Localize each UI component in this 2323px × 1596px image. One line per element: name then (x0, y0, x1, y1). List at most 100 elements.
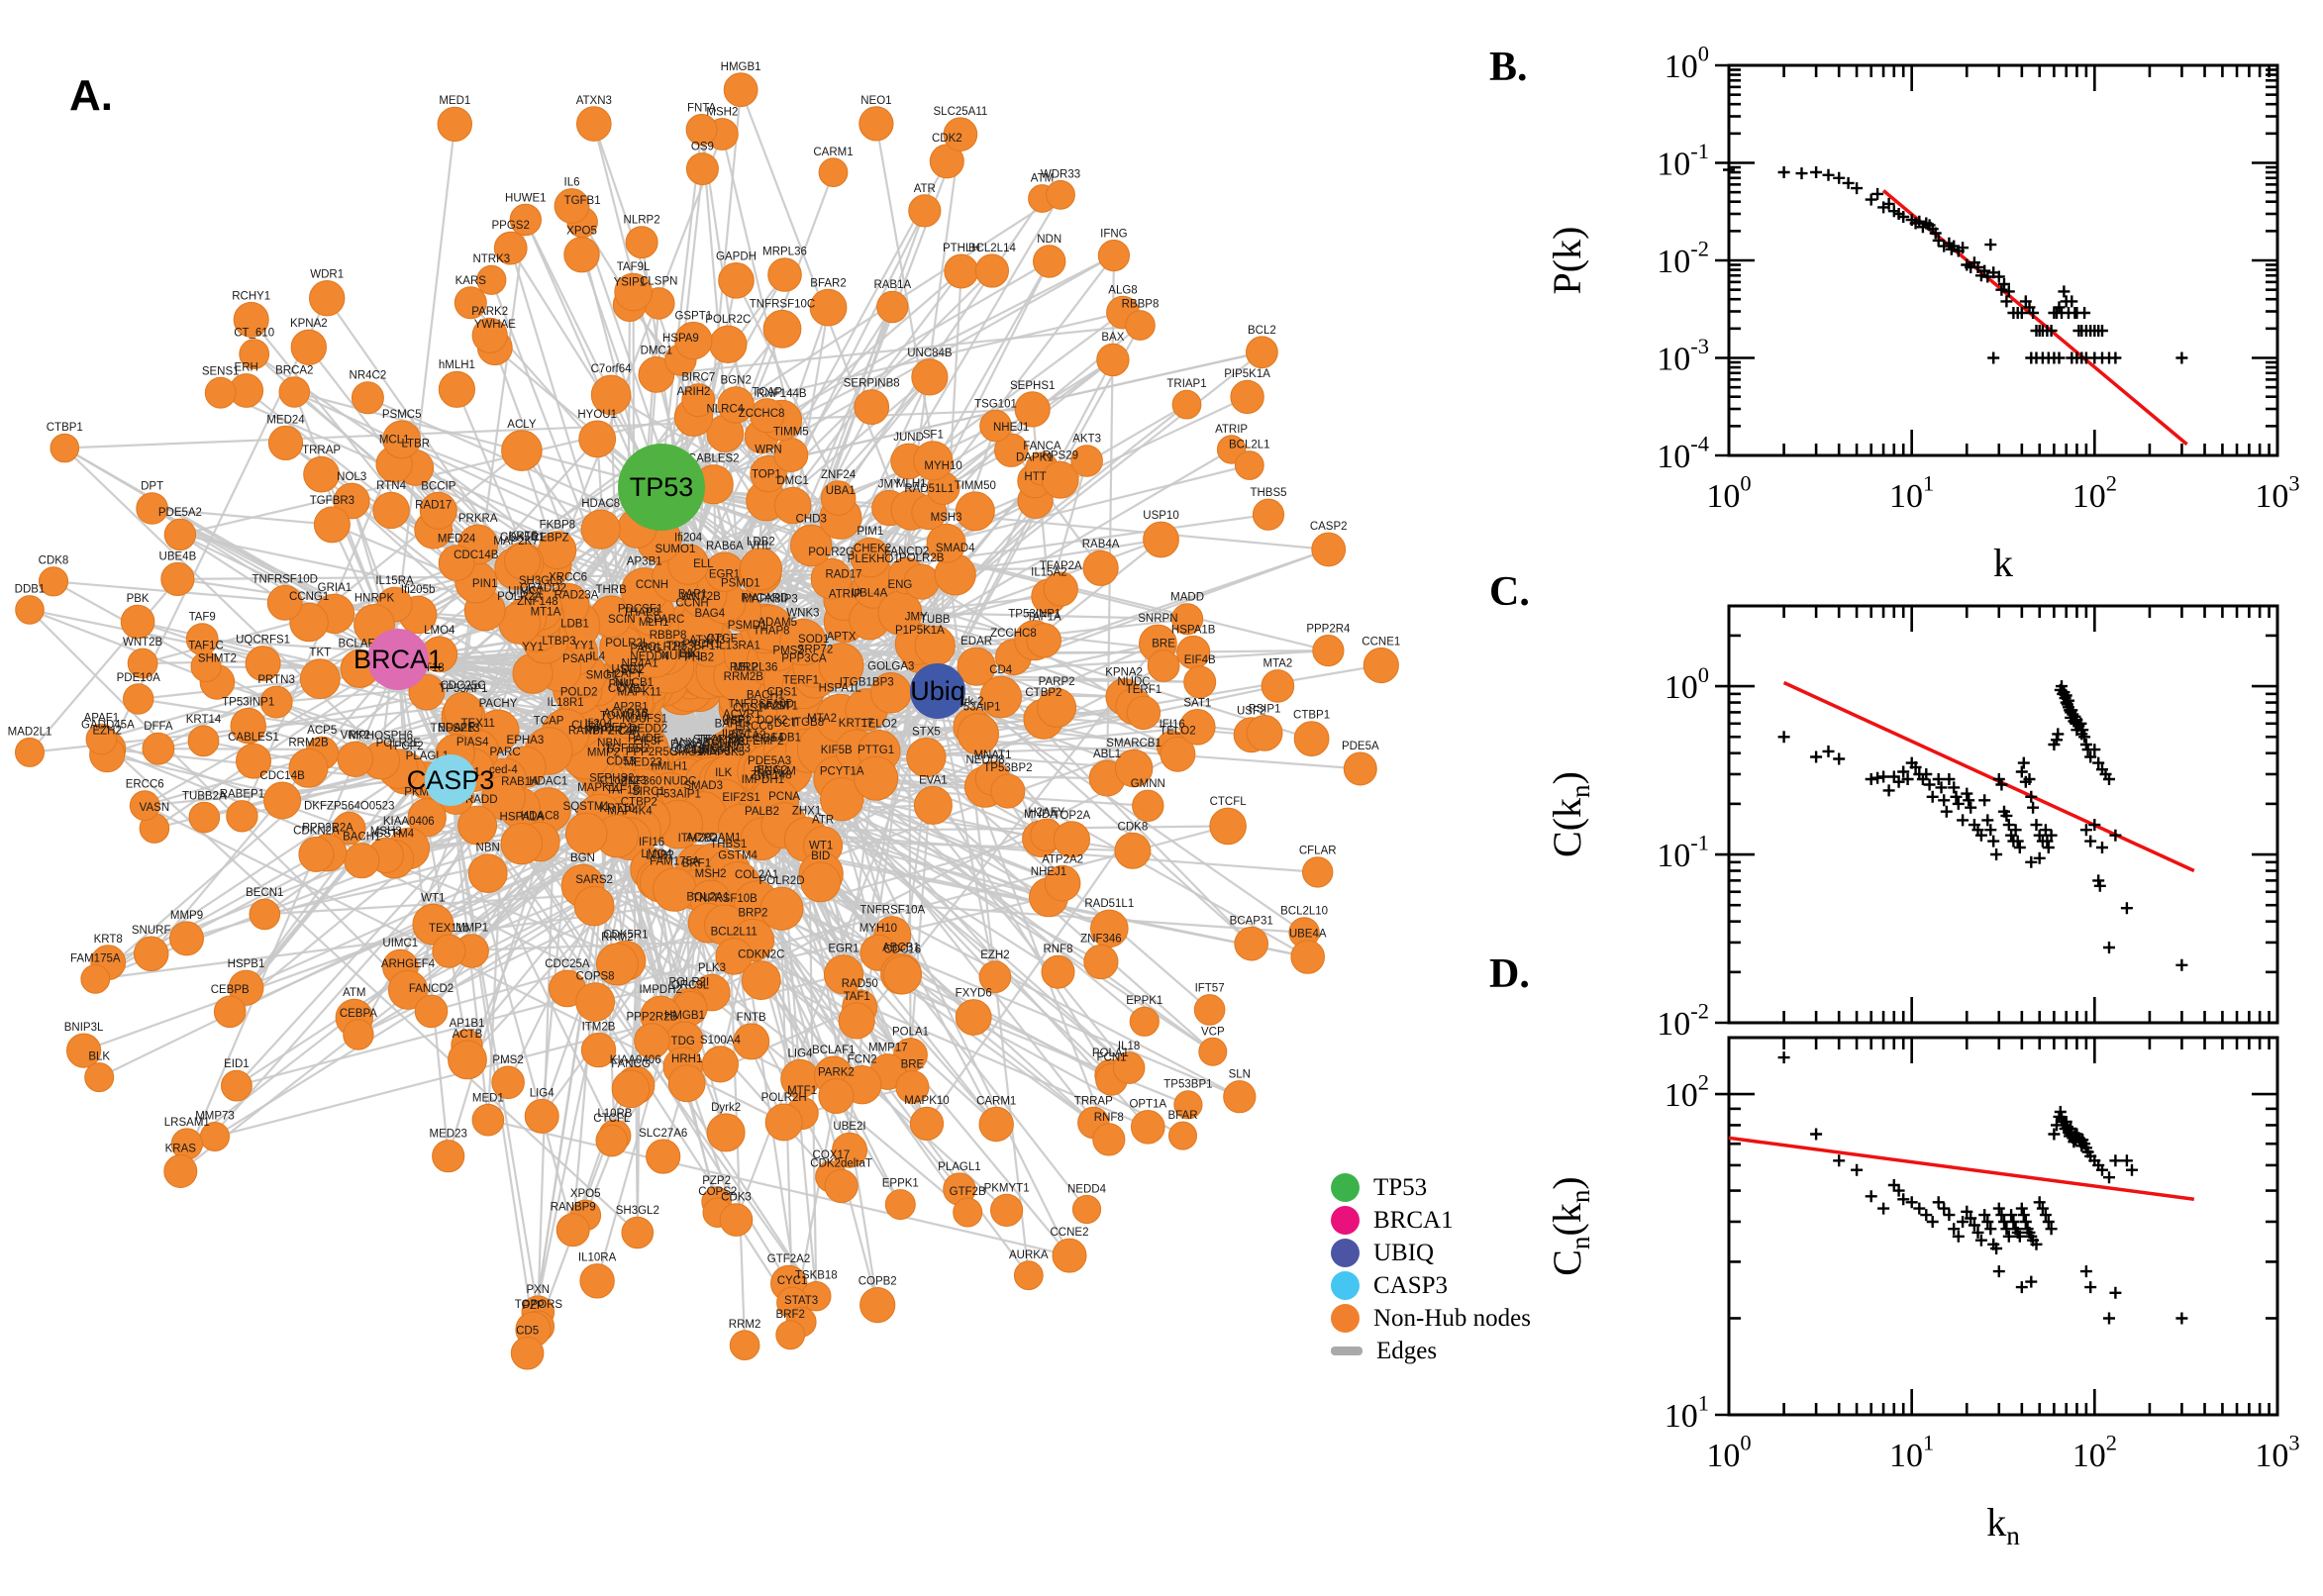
network-node (344, 843, 380, 879)
svg-text:TELO2: TELO2 (1160, 725, 1195, 737)
svg-text:ADAM5: ADAM5 (758, 617, 797, 629)
svg-text:CTBP1: CTBP1 (1293, 710, 1330, 722)
svg-text:BCLAF1: BCLAF1 (812, 1045, 855, 1056)
svg-text:FXYD6: FXYD6 (956, 988, 992, 1000)
svg-text:POLR2E: POLR2E (376, 738, 422, 749)
network-node (717, 386, 755, 424)
svg-text:TAF1A: TAF1A (1027, 612, 1061, 624)
svg-text:ILK: ILK (715, 767, 733, 779)
svg-text:TAF1B: TAF1B (606, 785, 641, 797)
network-node (230, 707, 266, 745)
svg-text:GSTM4: GSTM4 (374, 828, 414, 840)
svg-text:EZH2: EZH2 (92, 726, 121, 738)
svg-text:RAB1A: RAB1A (501, 776, 539, 788)
svg-text:IL6: IL6 (564, 177, 580, 189)
svg-text:FANCG: FANCG (611, 1058, 651, 1070)
svg-text:HNRPK: HNRPK (354, 593, 395, 605)
network-node (701, 1046, 740, 1083)
svg-text:TNFRSF10A: TNFRSF10A (859, 905, 925, 917)
network-node (249, 898, 281, 931)
svg-text:BGN2: BGN2 (721, 375, 752, 387)
svg-text:A2M: A2M (765, 701, 789, 713)
svg-text:BLK: BLK (88, 1051, 110, 1063)
network-node (944, 253, 979, 289)
svg-text:ERCC6: ERCC6 (735, 721, 773, 733)
network-node-labels: PHB2NUFIP1BIKBAP1USP2STK4HIF1ANXA3ACVR1N… (8, 61, 1401, 1338)
svg-text:TNFRSF10B: TNFRSF10B (692, 893, 758, 905)
svg-text:PHB2: PHB2 (684, 652, 714, 664)
svg-text:ZNF346: ZNF346 (1080, 933, 1122, 945)
svg-text:ARHGEF4: ARHGEF4 (381, 958, 436, 970)
network-node (858, 106, 894, 142)
network-node (481, 775, 526, 821)
svg-text:RRM2: RRM2 (729, 1319, 761, 1331)
svg-text:XRCC6: XRCC6 (549, 571, 587, 583)
svg-text:MED24: MED24 (266, 414, 305, 426)
svg-text:PSMD1: PSMD1 (721, 578, 760, 590)
svg-text:TIMM5: TIMM5 (773, 427, 809, 439)
plot-panel-C (1715, 604, 2279, 1025)
network-node (1083, 944, 1119, 980)
svg-text:TAF9L: TAF9L (617, 261, 651, 273)
network-node (1132, 789, 1164, 822)
x-tick-label-D: 100 (1706, 1431, 1751, 1474)
svg-text:POLD2: POLD2 (560, 686, 598, 698)
svg-text:THAP8: THAP8 (753, 626, 789, 638)
network-node (554, 188, 590, 224)
network-node (414, 994, 449, 1029)
svg-text:COPB2: COPB2 (858, 1276, 897, 1288)
svg-text:OS9: OS9 (691, 142, 714, 153)
svg-text:IL10RA: IL10RA (578, 1252, 617, 1264)
svg-text:SMAD3: SMAD3 (683, 780, 723, 792)
svg-text:DBF4: DBF4 (755, 733, 784, 745)
svg-text:CTBP2: CTBP2 (1025, 687, 1061, 699)
network-node (809, 288, 848, 327)
network-node (1043, 571, 1078, 607)
svg-text:CCNH: CCNH (675, 598, 708, 610)
svg-text:STAT3: STAT3 (784, 1295, 818, 1307)
svg-text:NEO1: NEO1 (860, 95, 891, 107)
svg-text:POLR2H: POLR2H (761, 1092, 807, 1104)
svg-text:TNFRSF10D: TNFRSF10D (728, 699, 793, 711)
svg-text:CEBPA: CEBPA (340, 1008, 377, 1020)
svg-text:BACH1: BACH1 (343, 832, 380, 844)
svg-text:BCL2L1: BCL2L1 (1229, 440, 1270, 451)
svg-text:JUND: JUND (893, 432, 924, 444)
svg-text:MTA2: MTA2 (1262, 658, 1292, 670)
network-node (906, 737, 947, 778)
legend-label: CASP3 (1373, 1271, 1449, 1299)
panel-b-label: B. (1489, 45, 1528, 90)
network-node (634, 1023, 670, 1059)
svg-text:HDAC8: HDAC8 (521, 810, 559, 822)
network-node (524, 1098, 559, 1134)
svg-text:BAP1: BAP1 (678, 589, 707, 601)
svg-text:CCNE1: CCNE1 (1362, 637, 1400, 648)
legend-item-brca1: BRCA1 (1331, 1204, 1531, 1237)
svg-text:POLR2B: POLR2B (899, 552, 945, 564)
svg-text:VCP: VCP (1201, 1026, 1225, 1038)
legend-item-casp3: CASP3 (1331, 1269, 1531, 1302)
svg-text:PLAGL1: PLAGL1 (938, 1161, 980, 1173)
svg-text:FAM175A: FAM175A (650, 856, 700, 868)
network-node (1246, 715, 1283, 751)
svg-text:DEDD2: DEDD2 (629, 723, 667, 735)
network-node (859, 1287, 896, 1324)
network-node (1312, 635, 1345, 667)
svg-text:BID: BID (811, 850, 830, 862)
svg-text:PPP2R4: PPP2R4 (1306, 624, 1351, 636)
svg-text:DCN: DCN (670, 740, 695, 751)
svg-text:MNAT1: MNAT1 (973, 749, 1011, 761)
svg-text:MAD2L1: MAD2L1 (8, 726, 52, 738)
svg-text:USP10: USP10 (1143, 510, 1178, 522)
x-tick-label-B: 103 (2255, 471, 2299, 515)
legend-label: Non-Hub nodes (1373, 1304, 1532, 1332)
svg-text:TP53BP1: TP53BP1 (666, 641, 715, 652)
svg-text:BRF1: BRF1 (682, 857, 711, 869)
network-node (767, 257, 802, 292)
svg-text:RAB1A: RAB1A (873, 279, 911, 291)
hub-nodes: TP53 BRCA1 Ubiq CASP3 (354, 444, 965, 806)
svg-text:GSPT1: GSPT1 (674, 310, 712, 322)
network-node (1209, 807, 1247, 846)
svg-text:SHMT2: SHMT2 (198, 653, 237, 665)
